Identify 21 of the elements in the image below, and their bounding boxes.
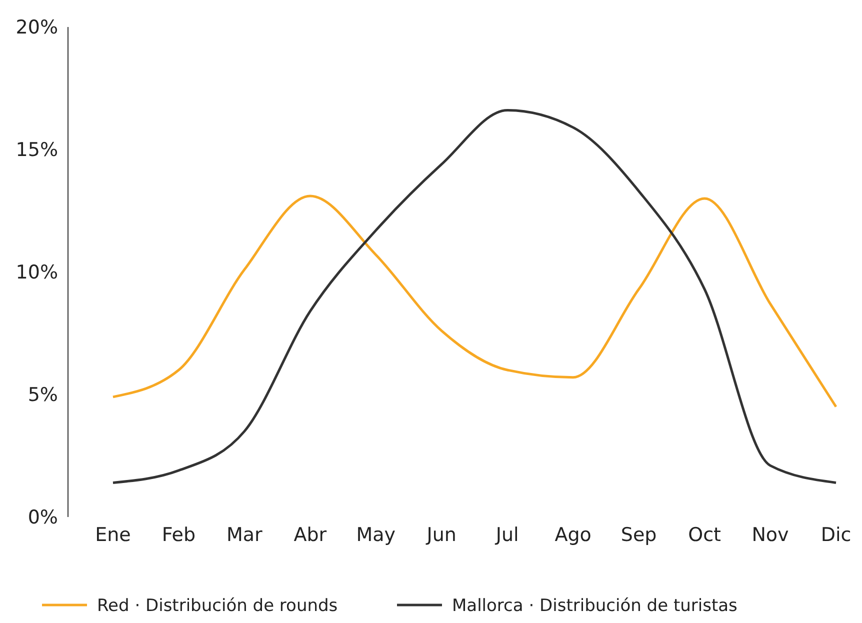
legend-label: Red · Distribución de rounds bbox=[97, 596, 338, 616]
x-tick-label: Mar bbox=[226, 524, 263, 546]
y-tick-label: 15% bbox=[16, 139, 58, 162]
x-tick-label: Abr bbox=[294, 524, 327, 546]
x-tick-label: Jul bbox=[494, 524, 519, 546]
y-tick-label: 10% bbox=[16, 262, 58, 284]
x-tick-label: Ene bbox=[95, 524, 131, 546]
x-tick-label: Ago bbox=[554, 524, 592, 546]
x-tick-label: Jun bbox=[426, 524, 456, 546]
x-tick-label: Nov bbox=[752, 524, 789, 546]
y-tick-label: 20% bbox=[16, 16, 58, 39]
x-tick-label: Oct bbox=[688, 524, 721, 546]
x-tick-label: May bbox=[356, 524, 396, 546]
x-tick-label: Sep bbox=[620, 524, 657, 546]
line-series bbox=[112, 109, 838, 484]
y-tick-label: 5% bbox=[28, 384, 58, 406]
legend-label: Mallorca · Distribución de turistas bbox=[452, 596, 738, 616]
x-tick-label: Feb bbox=[162, 524, 196, 546]
x-tick-label: Dic bbox=[820, 524, 852, 546]
line-series bbox=[112, 194, 838, 408]
y-tick-label: 0% bbox=[28, 506, 58, 529]
